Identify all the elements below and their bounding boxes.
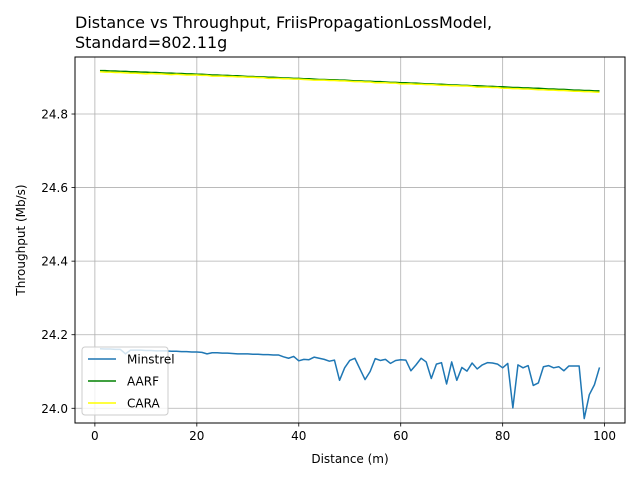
x-tick-label: 60	[393, 429, 408, 443]
x-tick-label: 20	[189, 429, 204, 443]
y-tick-label: 24.0	[41, 402, 68, 416]
x-tick-label: 80	[495, 429, 510, 443]
series-line-cara	[99, 70, 600, 94]
series-line-minstrel	[99, 347, 601, 420]
plot-frame	[74, 56, 626, 424]
axis-ticks: 0 20 40 60 80 100 24.0 24.2 24.4 24.6 24.8	[41, 108, 616, 443]
chart-title: Distance vs Throughput, FriisPropagation…	[75, 13, 493, 52]
y-tick-label: 24.4	[41, 255, 68, 269]
y-tick-label: 24.8	[41, 108, 68, 122]
legend-box	[81, 346, 169, 416]
legend-label-minstrel: Minstrel	[127, 353, 175, 367]
series-lines	[99, 69, 601, 420]
legend-entries: Minstrel AARF CARA	[88, 353, 175, 411]
x-tick-label: 40	[291, 429, 306, 443]
y-tick-label: 24.2	[41, 328, 68, 342]
x-tick-label: 100	[593, 429, 616, 443]
y-axis-label: Throughput (Mb/s)	[14, 184, 28, 296]
y-tick-label: 24.6	[41, 181, 68, 195]
legend: Minstrel AARF CARA	[81, 346, 175, 416]
x-tick-label: 0	[91, 429, 99, 443]
x-axis-label: Distance (m)	[311, 452, 388, 466]
legend-label-aarf: AARF	[127, 375, 159, 389]
legend-label-cara: CARA	[127, 397, 160, 411]
